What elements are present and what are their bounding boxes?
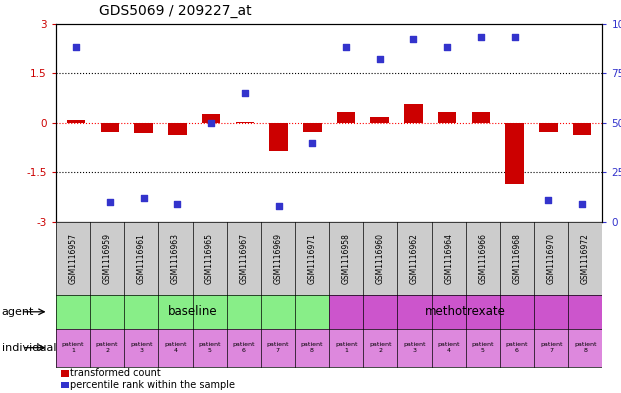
Text: GSM1116966: GSM1116966: [478, 233, 487, 284]
Bar: [438, 112, 456, 123]
Text: patient
5: patient 5: [198, 342, 221, 353]
Bar: [261, 329, 295, 367]
Bar: [270, 123, 288, 151]
Text: GSM1116970: GSM1116970: [546, 233, 556, 284]
Bar: [227, 329, 261, 367]
Point: [274, 203, 284, 209]
Bar: [505, 123, 524, 184]
Point: [577, 201, 587, 208]
Bar: [472, 112, 490, 123]
Bar: [568, 329, 602, 367]
Text: GSM1116968: GSM1116968: [512, 233, 522, 284]
Text: patient
1: patient 1: [335, 342, 358, 353]
Text: patient
4: patient 4: [437, 342, 460, 353]
Point: [374, 56, 384, 62]
Point: [71, 44, 81, 51]
Text: patient
7: patient 7: [266, 342, 289, 353]
Text: individual: individual: [2, 343, 57, 353]
Bar: [534, 329, 568, 367]
Bar: [158, 329, 193, 367]
Text: GSM1116964: GSM1116964: [444, 233, 453, 284]
Text: GSM1116965: GSM1116965: [205, 233, 214, 284]
Text: patient
3: patient 3: [403, 342, 426, 353]
Text: patient
8: patient 8: [301, 342, 324, 353]
Text: patient
6: patient 6: [232, 342, 255, 353]
Text: patient
6: patient 6: [505, 342, 528, 353]
Bar: [67, 120, 86, 123]
Point: [341, 44, 351, 51]
Text: GSM1116972: GSM1116972: [581, 233, 590, 284]
Bar: [371, 117, 389, 123]
Bar: [295, 329, 329, 367]
Text: GSM1116959: GSM1116959: [102, 233, 112, 284]
Bar: [329, 329, 363, 367]
Point: [173, 201, 183, 208]
Text: GDS5069 / 209227_at: GDS5069 / 209227_at: [99, 4, 252, 18]
Text: percentile rank within the sample: percentile rank within the sample: [70, 380, 235, 390]
Text: baseline: baseline: [168, 305, 217, 318]
Text: agent: agent: [2, 307, 34, 317]
Text: GSM1116971: GSM1116971: [307, 233, 317, 284]
Bar: [539, 123, 558, 132]
Point: [543, 197, 553, 203]
Bar: [168, 123, 186, 135]
Bar: [329, 295, 602, 329]
Text: GSM1116969: GSM1116969: [273, 233, 283, 284]
Point: [442, 44, 452, 51]
Bar: [397, 329, 432, 367]
Bar: [202, 114, 220, 123]
Bar: [56, 295, 329, 329]
Text: GSM1116957: GSM1116957: [68, 233, 78, 284]
Bar: [337, 112, 355, 123]
Bar: [61, 370, 68, 376]
Text: transformed count: transformed count: [70, 368, 161, 378]
Point: [476, 34, 486, 40]
Bar: [432, 329, 466, 367]
Bar: [303, 123, 322, 132]
Bar: [56, 222, 602, 295]
Text: methotrexate: methotrexate: [425, 305, 506, 318]
Bar: [101, 123, 119, 132]
Text: patient
1: patient 1: [61, 342, 84, 353]
Bar: [404, 104, 423, 123]
Text: patient
5: patient 5: [471, 342, 494, 353]
Text: patient
7: patient 7: [540, 342, 563, 353]
Point: [510, 34, 520, 40]
Point: [206, 119, 216, 126]
Bar: [61, 382, 68, 388]
Text: patient
8: patient 8: [574, 342, 597, 353]
Bar: [573, 123, 591, 135]
Text: GSM1116960: GSM1116960: [376, 233, 385, 284]
Bar: [500, 329, 534, 367]
Point: [138, 195, 148, 201]
Text: GSM1116963: GSM1116963: [171, 233, 180, 284]
Text: GSM1116962: GSM1116962: [410, 233, 419, 284]
Point: [105, 199, 115, 205]
Text: patient
2: patient 2: [96, 342, 119, 353]
Point: [307, 140, 317, 146]
Bar: [90, 329, 124, 367]
Text: GSM1116967: GSM1116967: [239, 233, 248, 284]
Text: patient
4: patient 4: [164, 342, 187, 353]
Point: [409, 36, 419, 42]
Bar: [134, 123, 153, 133]
Bar: [363, 329, 397, 367]
Bar: [235, 122, 254, 123]
Bar: [193, 329, 227, 367]
Text: GSM1116958: GSM1116958: [342, 233, 351, 284]
Bar: [466, 329, 500, 367]
Point: [240, 90, 250, 96]
Text: patient
2: patient 2: [369, 342, 392, 353]
Bar: [124, 329, 158, 367]
Bar: [56, 329, 90, 367]
Text: GSM1116961: GSM1116961: [137, 233, 146, 284]
Text: patient
3: patient 3: [130, 342, 153, 353]
